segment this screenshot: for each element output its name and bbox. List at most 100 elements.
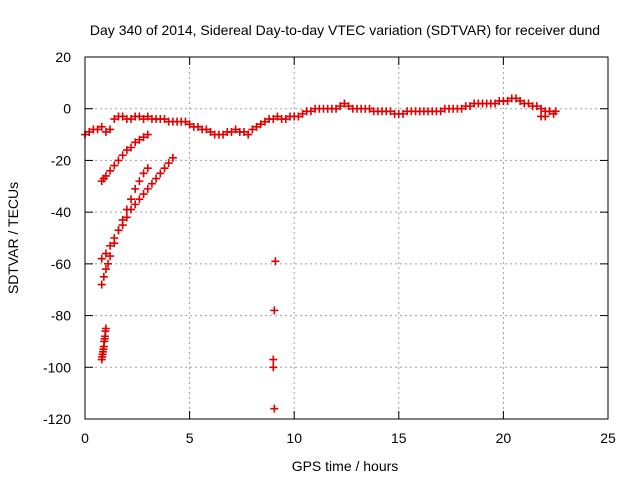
data-point <box>135 177 144 186</box>
series-arc-a <box>97 130 152 186</box>
x-tick-label: 25 <box>600 430 616 446</box>
data-point <box>85 127 94 136</box>
x-axis-ticks: 0 5 10 15 20 25 <box>81 57 616 446</box>
data-point <box>551 107 560 116</box>
data-point <box>457 104 466 113</box>
data-point <box>118 151 127 160</box>
data-point <box>260 117 269 126</box>
data-point <box>118 112 127 121</box>
data-point <box>340 99 349 108</box>
plot-frame <box>84 56 609 420</box>
x-tick-label: 0 <box>81 430 89 446</box>
data-point <box>106 166 115 175</box>
data-point <box>114 156 123 165</box>
data-point <box>131 200 140 209</box>
y-tick-label: 0 <box>63 101 71 117</box>
data-point <box>193 122 202 131</box>
data-point <box>524 99 533 108</box>
data-point <box>139 133 148 142</box>
data-point <box>269 363 278 372</box>
data-point <box>511 94 520 103</box>
data-point <box>110 115 119 124</box>
data-point <box>244 130 253 139</box>
series-end-points <box>537 107 560 121</box>
data-point <box>97 280 106 289</box>
data-point <box>270 404 279 413</box>
data-point <box>118 221 127 230</box>
data-point <box>143 184 152 193</box>
y-axis-title: SDTVAR / TECUs <box>5 182 21 294</box>
data-point <box>537 104 546 113</box>
x-axis-title: GPS time / hours <box>292 458 399 474</box>
data-point <box>135 112 144 121</box>
data-point <box>256 120 265 129</box>
data-point <box>127 143 136 152</box>
data-point <box>104 259 113 268</box>
data-point <box>294 112 303 121</box>
data-point <box>465 102 474 111</box>
data-point <box>97 122 106 131</box>
data-point <box>202 125 211 134</box>
data-point <box>532 102 541 111</box>
data-point <box>306 107 315 116</box>
data-point <box>491 99 500 108</box>
data-point <box>139 190 148 199</box>
data-point <box>101 324 110 333</box>
y-tick-label: -20 <box>51 152 71 168</box>
data-point <box>206 127 215 136</box>
data-point <box>143 164 152 173</box>
data-point <box>252 122 261 131</box>
data-point <box>386 107 395 116</box>
data-point <box>127 195 136 204</box>
data-point <box>114 226 123 235</box>
data-point <box>101 171 110 180</box>
data-point <box>106 252 115 261</box>
x-tick-label: 10 <box>286 430 302 446</box>
series-arc-b <box>97 164 152 289</box>
data-point <box>156 169 165 178</box>
data-point <box>127 115 136 124</box>
data-point <box>231 125 240 134</box>
data-point <box>227 127 236 136</box>
data-point <box>143 130 152 139</box>
data-point <box>135 195 144 204</box>
data-point <box>152 174 161 183</box>
data-point <box>106 241 115 250</box>
data-point <box>110 234 119 242</box>
data-point <box>344 102 353 111</box>
data-point <box>127 205 136 214</box>
y-tick-label: -40 <box>51 204 71 220</box>
data-point <box>332 104 341 113</box>
data-point <box>139 169 148 178</box>
y-axis-ticks: 20 0 -20 -40 -60 -80 -100 -120 <box>43 49 608 427</box>
data-point <box>131 184 140 193</box>
data-point <box>164 159 173 168</box>
data-point <box>185 120 194 129</box>
data-point <box>503 96 512 105</box>
data-point <box>281 115 290 124</box>
data-point <box>541 112 550 121</box>
data-point <box>436 107 445 116</box>
data-point <box>135 135 144 144</box>
data-point <box>131 138 140 147</box>
data-point <box>239 127 248 136</box>
data-point <box>101 265 110 274</box>
data-point <box>273 112 282 121</box>
data-point <box>110 161 119 170</box>
data-point <box>516 96 525 105</box>
data-point <box>271 257 280 266</box>
data-point <box>93 125 102 134</box>
data-markers <box>81 94 560 413</box>
data-point <box>147 179 156 188</box>
x-tick-label: 5 <box>186 430 194 446</box>
y-tick-label: -100 <box>43 359 71 375</box>
grid-lines <box>85 57 608 419</box>
data-point <box>143 112 152 121</box>
data-point <box>99 272 108 281</box>
y-tick-label: -60 <box>51 256 71 272</box>
series-outliers-near-9-h <box>269 257 280 413</box>
data-point <box>336 102 345 111</box>
y-tick-label: 20 <box>55 49 71 65</box>
data-point <box>298 109 307 118</box>
